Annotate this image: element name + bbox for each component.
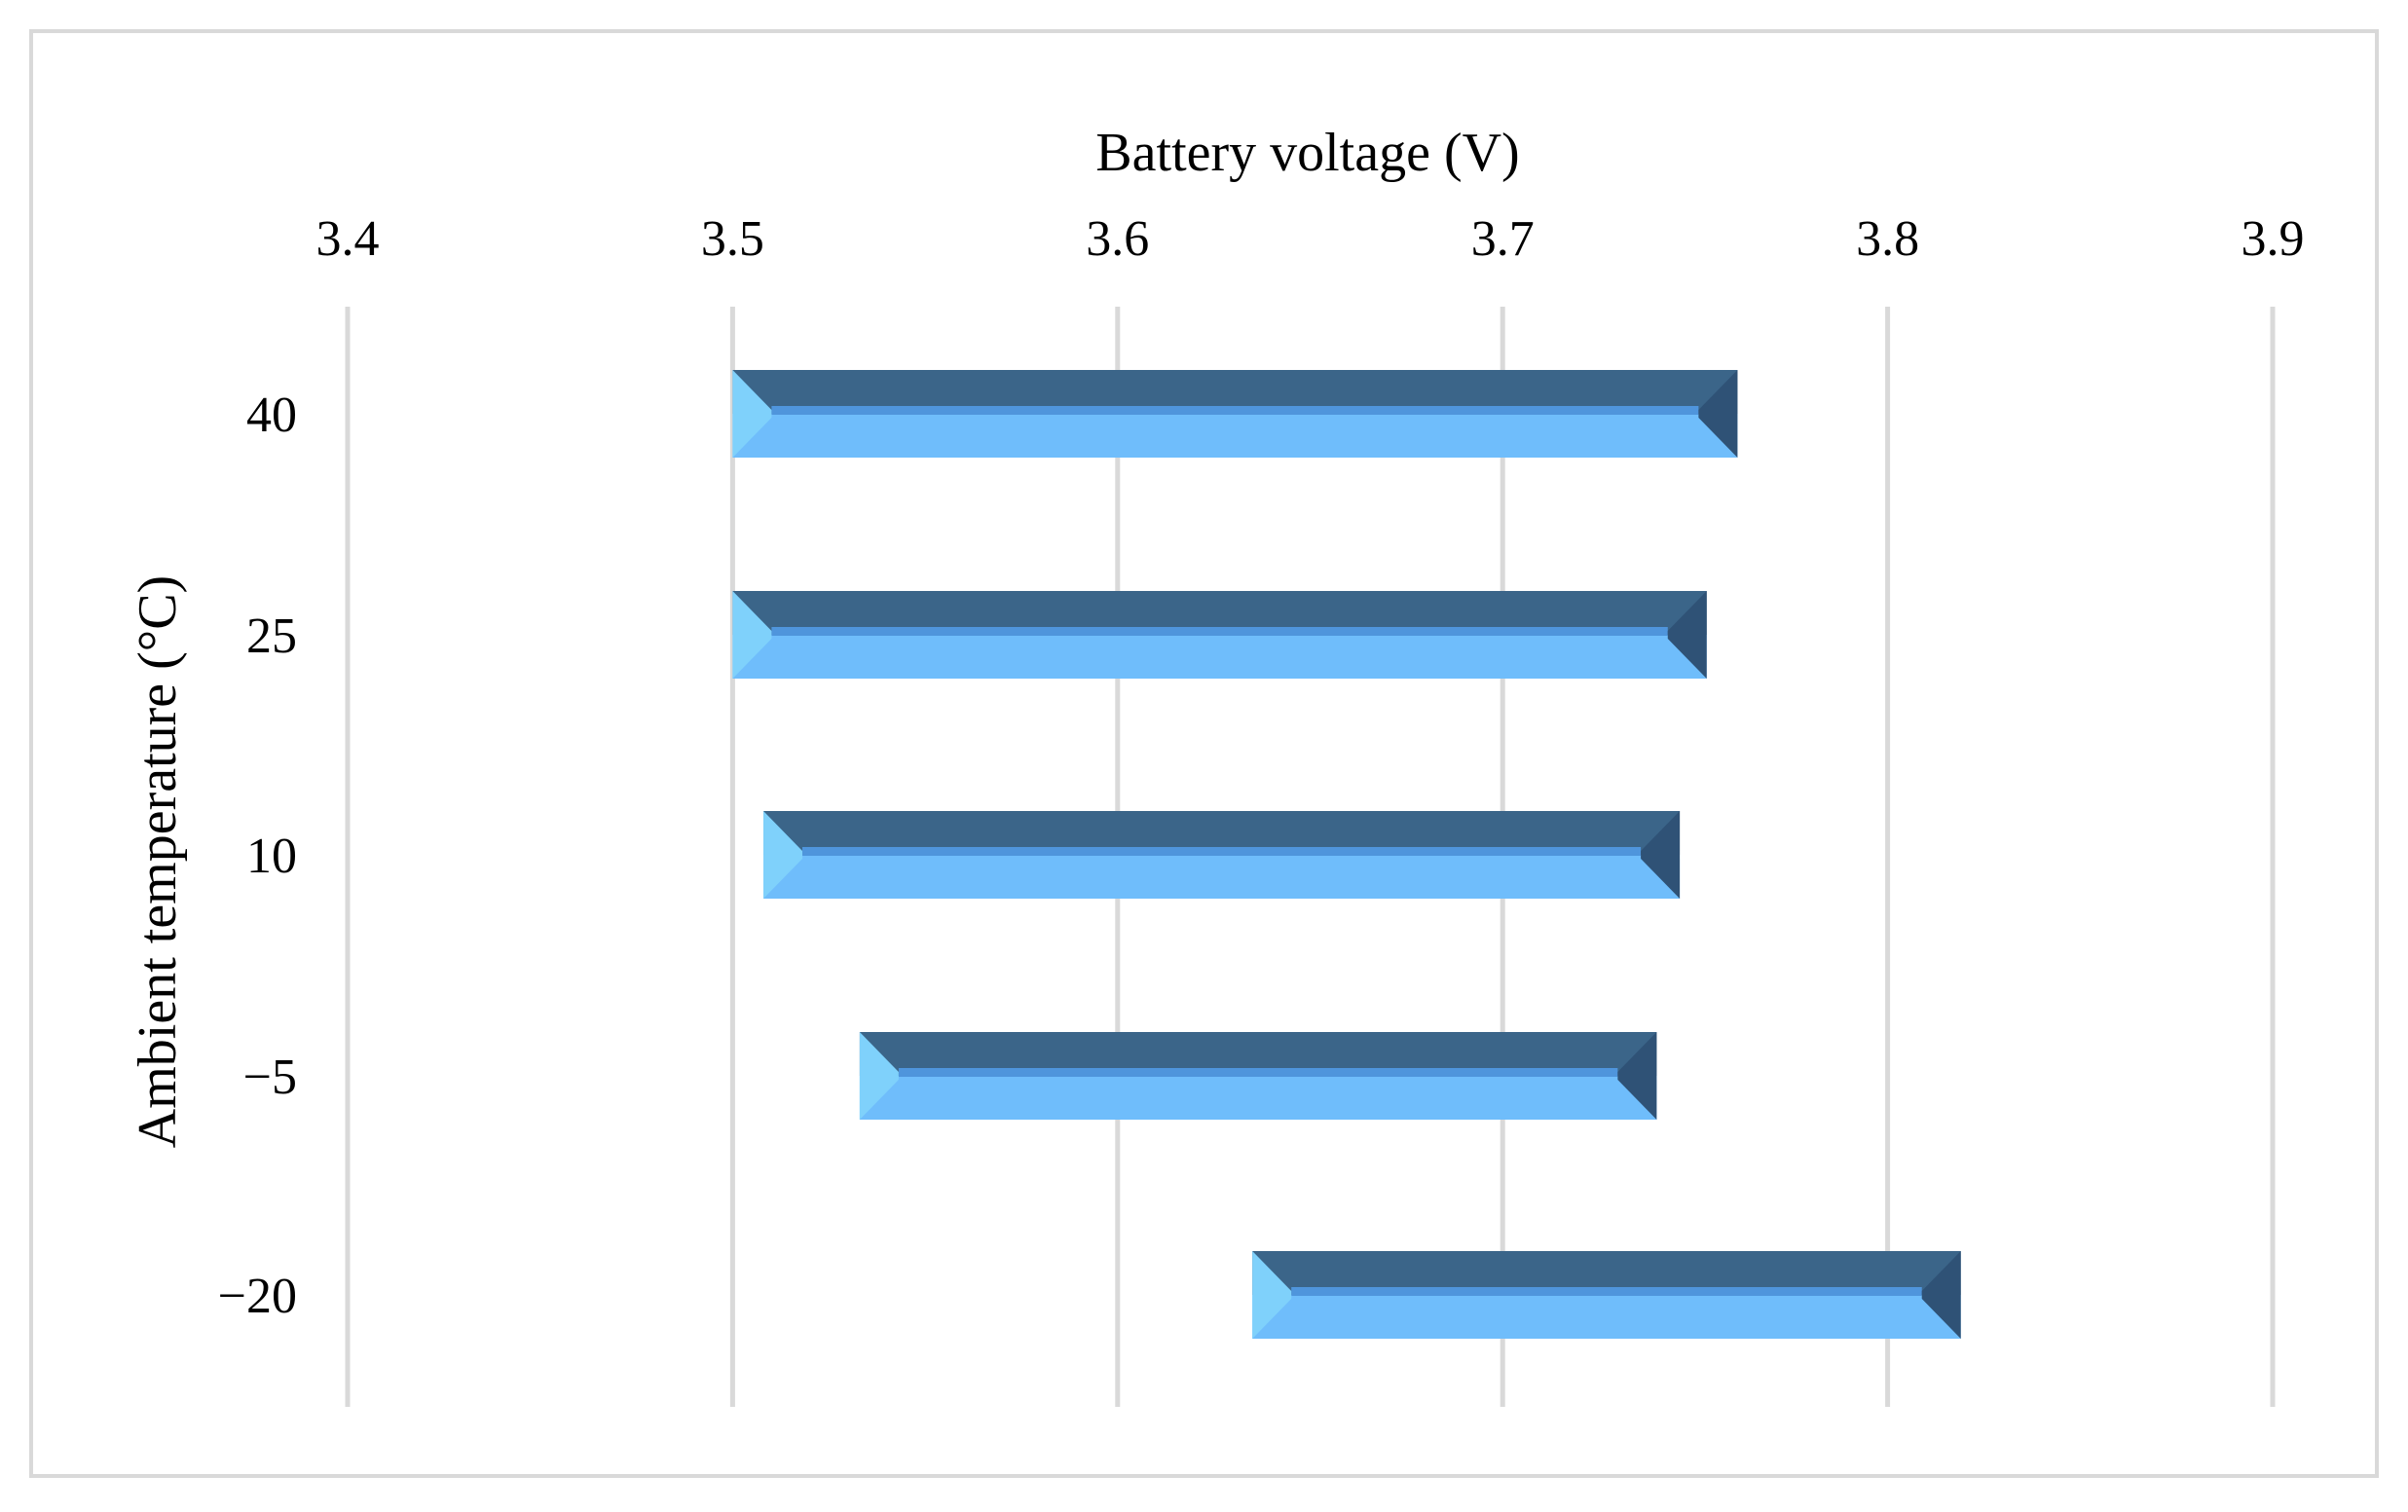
gridlines [345,307,2276,1407]
y-category-label: 10 [246,829,297,884]
bar-bottom-face [732,414,1738,458]
bar-left-bevel [1252,1251,1292,1339]
bar-right-bevel [1698,370,1738,458]
range-bar [1252,1251,1961,1339]
y-axis-title: Ambient temperature (°C) [128,575,188,1148]
bar-mid-line [898,1068,1618,1077]
range-bar [859,1032,1657,1120]
x-tick-label: 3.4 [316,211,380,267]
chart-frame [29,29,2379,1478]
x-axis-title: Battery voltage (V) [1095,123,1519,183]
bar-bottom-face [859,1076,1657,1120]
range-bar [732,591,1707,679]
x-tick-label: 3.9 [2241,211,2305,267]
bar-left-bevel [763,811,803,899]
bar-left-bevel [859,1032,899,1120]
bar-mid-line [771,627,1668,636]
x-tick-label: 3.7 [1471,211,1535,267]
y-category-label: −20 [218,1269,297,1324]
labels: Battery voltage (V) Ambient temperature … [128,123,2305,1324]
x-tick-label: 3.8 [1856,211,1919,267]
bar-mid-line [802,847,1642,856]
x-tick-label: 3.5 [701,211,764,267]
bar-right-bevel [1921,1251,1961,1339]
y-category-label: −5 [243,1050,297,1105]
range-bar [732,370,1738,458]
bar-left-bevel [732,370,772,458]
bar-bottom-face [732,635,1707,679]
bar-bottom-face [1252,1295,1961,1339]
bar-mid-line [1291,1287,1922,1296]
bar-mid-line [771,406,1699,415]
bars [732,370,1961,1339]
range-bar [763,811,1681,899]
bar-right-bevel [1617,1032,1657,1120]
bar-left-bevel [732,591,772,679]
bar-bottom-face [763,855,1681,899]
bar-right-bevel [1641,811,1681,899]
y-category-label: 40 [246,387,297,443]
bar-right-bevel [1667,591,1707,679]
x-tick-label: 3.6 [1086,211,1149,267]
y-category-label: 25 [246,608,297,664]
